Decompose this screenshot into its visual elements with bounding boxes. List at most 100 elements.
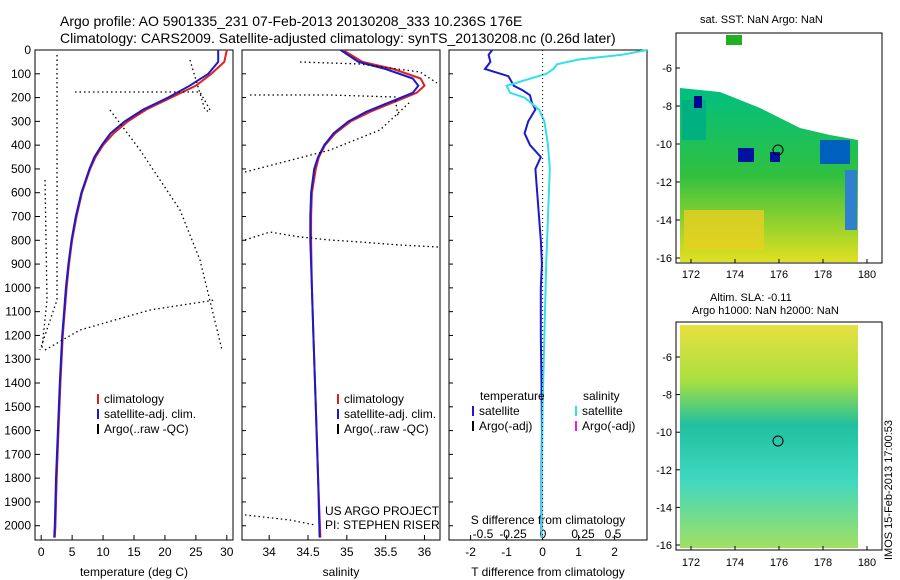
sst-map-xtick-label: 178	[814, 269, 832, 281]
depth-tick-label: 1700	[4, 447, 31, 461]
sst-map-field	[680, 35, 858, 262]
diff-salinity-legend-label: satellite	[582, 404, 623, 418]
secondary-tick-label: 0	[540, 527, 547, 541]
sst-map-ytick-label: -16	[656, 253, 672, 265]
sla-map-ytick-label: -10	[656, 427, 672, 439]
depth-tick-label: 1800	[4, 471, 31, 485]
series-line-1-1	[309, 49, 420, 538]
project-label-line1: US ARGO PROJECT	[325, 504, 440, 518]
x-tick-label: -1	[501, 545, 512, 559]
x-tick-label: 15	[127, 545, 141, 559]
x-tick-label: 34.5	[296, 545, 320, 559]
sst-map-xtick-label: 176	[770, 269, 788, 281]
sla-map-profile-marker	[772, 435, 784, 447]
temperature-legend-label: climatology	[104, 392, 164, 406]
map-bottom-title-2: Argo h1000: NaN h2000: NaN	[692, 305, 839, 317]
depth-tick-label: 1300	[4, 352, 31, 366]
diff-salinity-legend-label: Argo(-adj)	[582, 419, 635, 433]
sla-map-ytick-label: -12	[656, 465, 672, 477]
depth-tick-label: 1000	[4, 281, 31, 295]
sst-map-xtick-label: 180	[858, 269, 876, 281]
series-line-0-0	[53, 49, 228, 538]
salinity-legend-label: Argo(..raw -QC)	[344, 422, 429, 436]
temp-argo-dotted-a	[39, 55, 58, 351]
sla-map-ytick-label: -8	[662, 390, 672, 402]
x-tick-label: 36	[418, 545, 432, 559]
secondary-tick-label: -0.25	[499, 527, 527, 541]
temp-argo-dotted-c	[41, 179, 48, 349]
salinity-legend-label: climatology	[344, 392, 404, 406]
depth-tick-label: 900	[11, 257, 31, 271]
sla-map-xtick-label: 174	[726, 557, 744, 569]
depth-tick-label: 200	[11, 91, 31, 105]
x-tick-label: 35	[340, 545, 354, 559]
figure-title-line1: Argo profile: AO 5901335_231 07-Feb-2013…	[60, 13, 523, 29]
x-tick-label: 10	[96, 545, 110, 559]
series-line-1-0	[310, 49, 426, 538]
depth-tick-label: 0	[24, 43, 31, 57]
sal-argo-dotted-c	[299, 61, 438, 84]
secondary-tick-label: 0.5	[605, 527, 622, 541]
diff-legend-header-salinity: salinity	[583, 389, 620, 403]
diff-legend-header-temperature: temperature	[480, 389, 545, 403]
depth-tick-label: 1200	[4, 328, 31, 342]
x-axis-label: salinity	[323, 565, 360, 579]
sst-map-xtick-label: 172	[682, 269, 700, 281]
sla-map-xtick-label: 180	[858, 557, 876, 569]
map-top-title: sat. SST: NaN Argo: NaN	[700, 14, 823, 26]
depth-tick-label: 1900	[4, 495, 31, 509]
sla-map-ytick-label: -14	[656, 502, 672, 514]
x-tick-label: 0	[38, 545, 45, 559]
project-label-line2: PI: STEPHEN RISER	[325, 518, 440, 532]
sst-map-ytick-label: -12	[656, 177, 672, 189]
sst-map-ytick-label: -10	[656, 139, 672, 151]
sst-map-profile-marker	[772, 144, 784, 156]
depth-tick-label: 100	[11, 67, 31, 81]
x-tick-label: 0	[539, 545, 546, 559]
figure-title-line2: Climatology: CARS2009. Satellite-adjuste…	[60, 30, 616, 46]
sst-map-ytick-label: -8	[662, 101, 672, 113]
sla-map-field	[680, 325, 858, 548]
x-tick-label: 20	[158, 545, 172, 559]
diff-chart-title: S difference from climatology	[471, 513, 626, 527]
series-line-2-1	[505, 49, 648, 538]
x-tick-label: -2	[465, 545, 476, 559]
series-line-0-1	[53, 50, 220, 538]
temperature-legend-label: satellite-adj. clim.	[104, 407, 196, 421]
x-tick-label: 30	[220, 545, 234, 559]
temp-argo-dotted-b	[75, 91, 211, 111]
temperature-legend-label: Argo(..raw -QC)	[104, 422, 189, 436]
sla-map-xtick-label: 178	[814, 557, 832, 569]
sst-map-ytick-label: -6	[662, 63, 672, 75]
depth-tick-label: 1400	[4, 376, 31, 390]
sal-argo-dotted-d	[244, 514, 316, 526]
x-tick-label: 25	[189, 545, 203, 559]
sal-argo-dotted-e	[244, 101, 411, 173]
difference-panel-frame	[448, 49, 648, 541]
sst-map-xtick-label: 174	[726, 269, 744, 281]
depth-tick-label: 600	[11, 186, 31, 200]
diff-temperature-legend-label: Argo(-adj)	[479, 419, 532, 433]
temp-argo-dotted-f	[44, 299, 216, 351]
x-tick-label: 2	[611, 545, 618, 559]
depth-tick-label: 1600	[4, 424, 31, 438]
sst-map-ytick-label: -14	[656, 215, 672, 227]
x-tick-label: 34	[262, 545, 276, 559]
x-tick-label: 1	[575, 545, 582, 559]
depth-tick-label: 700	[11, 210, 31, 224]
x-tick-label: 5	[69, 545, 76, 559]
depth-tick-label: 400	[11, 138, 31, 152]
depth-tick-label: 300	[11, 114, 31, 128]
sal-argo-dotted-a	[244, 231, 439, 248]
diff-temperature-legend-label: satellite	[479, 404, 520, 418]
temp-argo-dotted-e	[109, 109, 223, 351]
depth-tick-label: 2000	[4, 519, 31, 533]
x-axis-label: temperature (deg C)	[80, 565, 188, 579]
depth-tick-label: 500	[11, 162, 31, 176]
sla-map-ytick-label: -6	[662, 352, 672, 364]
salinity-panel-frame	[241, 49, 441, 541]
secondary-tick-label: -0.5	[473, 527, 494, 541]
map-bottom-title-1: Altim. SLA: -0.11	[710, 292, 792, 304]
sla-map-xtick-label: 176	[770, 557, 788, 569]
